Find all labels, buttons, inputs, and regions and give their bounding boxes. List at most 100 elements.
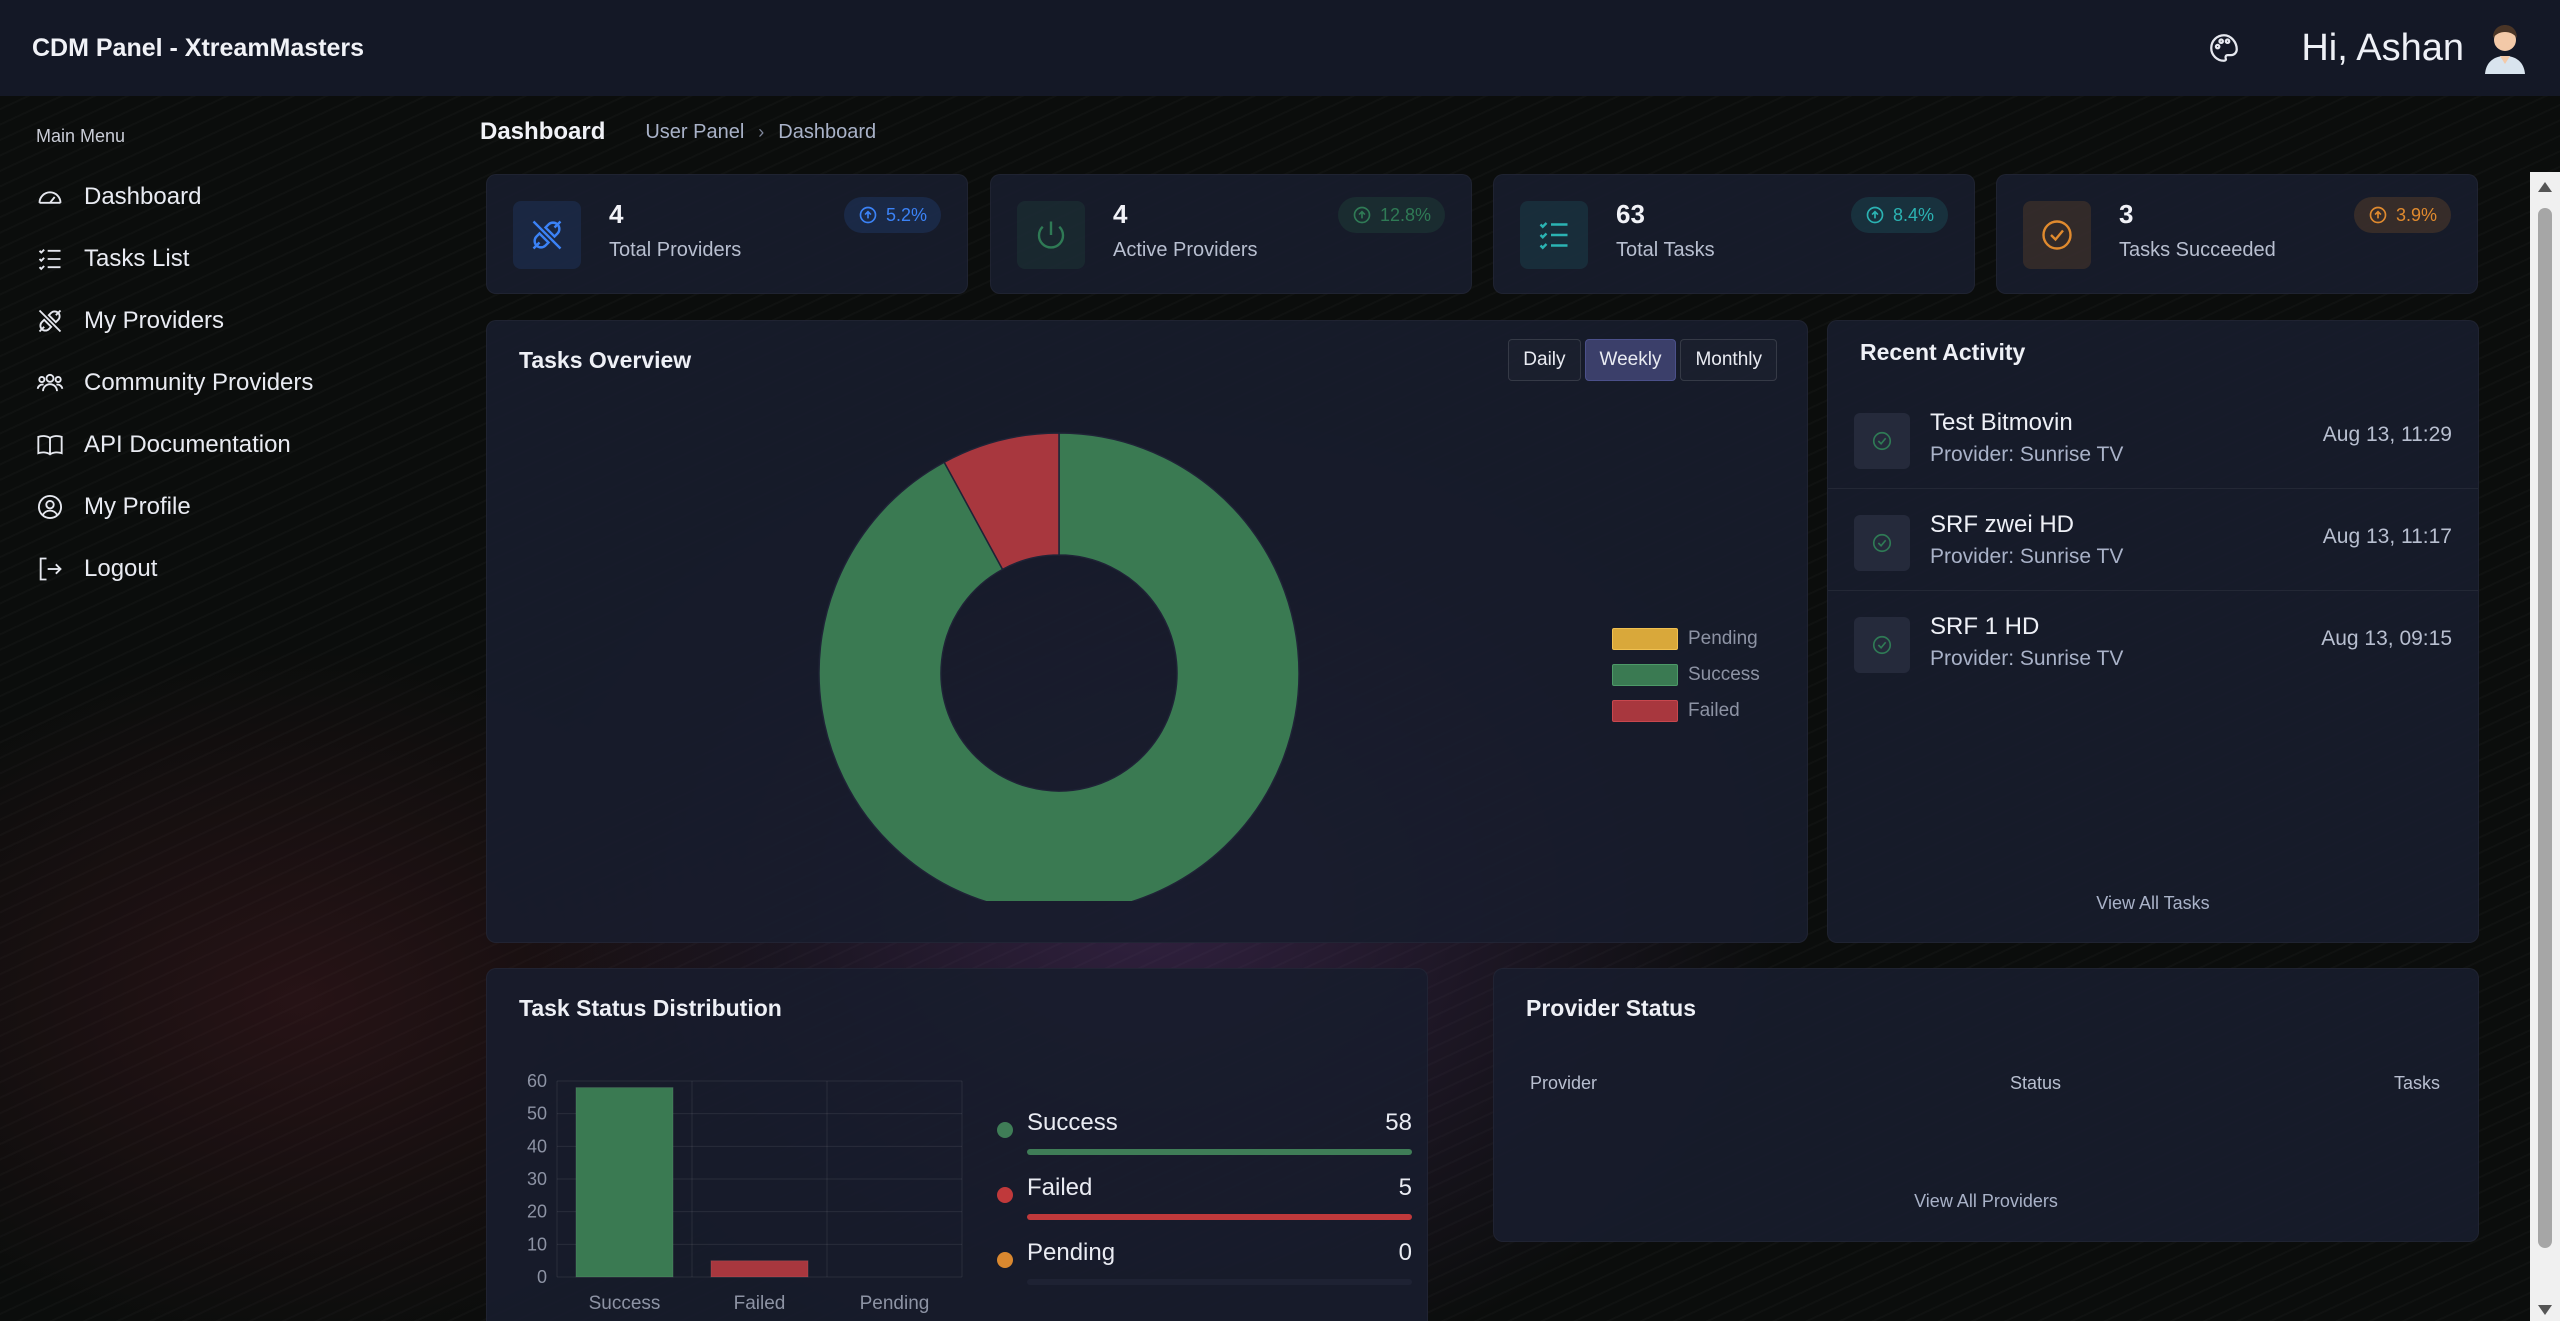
palette-icon[interactable] <box>2207 31 2241 65</box>
bar-chart: 0 10 20 30 40 50 60 Success Failed Pending <box>527 1071 963 1314</box>
menu-caption: Main Menu <box>36 126 126 146</box>
change-badge: 8.4% <box>1850 197 1948 233</box>
status-name: Failed <box>1027 1174 1093 1201</box>
status-dot <box>997 1122 1013 1138</box>
status-count: 0 <box>1398 1239 1412 1266</box>
breadcrumb-dashboard: Dashboard <box>778 120 877 143</box>
check-circle-icon <box>2023 201 2091 269</box>
scroll-thumb[interactable] <box>2538 208 2552 1248</box>
card-title: Recent Activity <box>1860 339 2026 365</box>
check-circle-icon <box>1854 617 1910 673</box>
stat-label: Active Providers <box>1113 239 1258 261</box>
card-title: Provider Status <box>1526 995 1696 1021</box>
y-tick-label: 0 <box>537 1267 547 1287</box>
change-badge: 5.2% <box>843 197 941 233</box>
stat-value: 4 <box>609 199 624 229</box>
legend-swatch <box>1612 700 1678 722</box>
stat-card-active-providers: 4 Active Providers 12.8% <box>990 174 1472 294</box>
arrow-up-circle-icon <box>1353 206 1371 224</box>
users-icon <box>36 373 64 392</box>
view-all-tasks-link[interactable]: View All Tasks <box>2096 893 2210 913</box>
sidebar: Main Menu Dashboard Tasks List My Provid… <box>0 96 450 1321</box>
breadcrumb-user-panel[interactable]: User Panel <box>645 120 745 143</box>
legend-label: Pending <box>1688 628 1758 649</box>
stat-card-tasks-succeeded: 3 Tasks Succeeded 3.9% <box>1996 174 2478 294</box>
bar-failed[interactable] <box>710 1260 809 1278</box>
card-title: Task Status Distribution <box>519 995 782 1021</box>
stat-label: Total Tasks <box>1616 239 1715 261</box>
check-circle-icon <box>1854 515 1910 571</box>
tab-weekly[interactable]: Weekly <box>1584 339 1677 381</box>
plug-icon <box>38 309 62 333</box>
page-scrollbar[interactable] <box>2530 172 2560 1321</box>
scroll-down-arrow[interactable] <box>2538 1305 2552 1315</box>
y-tick-label: 30 <box>527 1169 547 1189</box>
sidebar-item-label: Community Providers <box>84 369 314 396</box>
sidebar-item-api-documentation[interactable]: API Documentation <box>36 414 313 476</box>
change-badge: 12.8% <box>1337 197 1445 233</box>
tab-daily[interactable]: Daily <box>1508 339 1581 381</box>
column-header-tasks[interactable]: Tasks <box>2393 1073 2440 1093</box>
donut-slice-success[interactable] <box>818 432 1300 901</box>
tasks-overview-card: Tasks Overview Daily Weekly Monthly Pend… <box>486 320 1808 943</box>
progress-fill <box>1027 1149 1412 1155</box>
activity-item[interactable]: SRF zwei HD Provider: Sunrise TV Aug 13,… <box>1828 489 2478 591</box>
tab-monthly[interactable]: Monthly <box>1680 339 1777 381</box>
stat-label: Tasks Succeeded <box>2119 239 2276 261</box>
page-title: Dashboard <box>480 118 606 145</box>
recent-activity-card: Recent Activity Test Bitmovin Provider: … <box>1827 320 2479 943</box>
sidebar-item-label: Tasks List <box>84 245 190 272</box>
progress-track <box>1027 1214 1412 1220</box>
activity-provider: Provider: Sunrise TV <box>1930 545 2124 568</box>
sidebar-item-dashboard[interactable]: Dashboard <box>36 166 313 228</box>
breadcrumb: User Panel › Dashboard <box>645 121 876 144</box>
column-header-provider[interactable]: Provider <box>1530 1073 1598 1093</box>
activity-time: Aug 13, 11:17 <box>2322 525 2452 548</box>
sidebar-item-logout[interactable]: Logout <box>36 538 313 600</box>
user-avatar[interactable] <box>2482 22 2528 74</box>
activity-item[interactable]: SRF 1 HD Provider: Sunrise TV Aug 13, 09… <box>1828 591 2478 693</box>
view-all-providers-link[interactable]: View All Providers <box>1914 1191 2058 1211</box>
sidebar-item-my-providers[interactable]: My Providers <box>36 290 313 352</box>
change-value: 8.4% <box>1892 204 1934 225</box>
activity-provider: Provider: Sunrise TV <box>1930 443 2124 466</box>
logout-icon <box>39 557 62 581</box>
status-name: Success <box>1027 1109 1118 1136</box>
bar-success[interactable] <box>575 1087 674 1278</box>
card-title: Tasks Overview <box>519 347 692 373</box>
legend-item[interactable]: Success <box>1612 657 1760 693</box>
stat-card-total-tasks: 63 Total Tasks 8.4% <box>1493 174 1975 294</box>
main-menu: Dashboard Tasks List My Providers Commun… <box>36 166 313 600</box>
legend-label: Success <box>1688 664 1760 685</box>
legend-item[interactable]: Failed <box>1612 693 1760 729</box>
legend-swatch <box>1612 628 1678 650</box>
page-header: Dashboard User Panel › Dashboard <box>480 118 876 146</box>
checklist-icon <box>1520 201 1588 269</box>
change-badge: 3.9% <box>2353 197 2451 233</box>
stat-value: 3 <box>2119 199 2134 229</box>
status-count: 58 <box>1385 1109 1412 1136</box>
activity-item[interactable]: Test Bitmovin Provider: Sunrise TV Aug 1… <box>1828 387 2478 489</box>
chart-legend: Pending Success Failed <box>1612 621 1760 729</box>
activity-list: Test Bitmovin Provider: Sunrise TV Aug 1… <box>1828 387 2478 693</box>
check-circle-icon <box>1854 413 1910 469</box>
sidebar-item-community-providers[interactable]: Community Providers <box>36 352 313 414</box>
change-value: 3.9% <box>2395 204 2437 225</box>
sidebar-item-my-profile[interactable]: My Profile <box>36 476 313 538</box>
activity-time: Aug 13, 11:29 <box>2322 423 2452 446</box>
x-tick-label: Success <box>589 1293 661 1314</box>
y-tick-label: 10 <box>527 1234 547 1254</box>
legend-item[interactable]: Pending <box>1612 621 1760 657</box>
scroll-up-arrow[interactable] <box>2538 182 2552 192</box>
gauge-icon <box>38 191 62 204</box>
progress-track <box>1027 1279 1412 1285</box>
provider-table-header: Provider Status Tasks <box>1530 1073 2440 1094</box>
sidebar-item-label: API Documentation <box>84 431 291 458</box>
sidebar-item-tasks-list[interactable]: Tasks List <box>36 228 313 290</box>
progress-fill <box>1027 1214 1412 1220</box>
donut-slice-failed[interactable] <box>943 432 1060 571</box>
column-header-status[interactable]: Status <box>2010 1073 2062 1093</box>
status-name: Pending <box>1027 1239 1116 1266</box>
x-tick-label: Pending <box>860 1293 930 1314</box>
user-greeting[interactable]: Hi, Ashan <box>2301 22 2528 74</box>
